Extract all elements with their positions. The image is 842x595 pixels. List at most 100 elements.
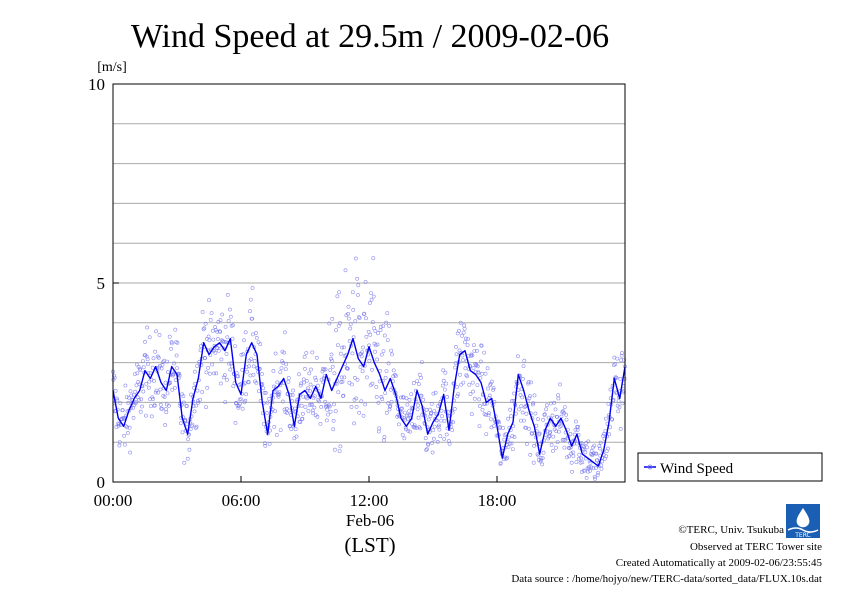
raw-data-point [618,376,623,381]
raw-data-point [280,399,285,404]
raw-data-point [352,421,357,426]
raw-data-point [259,372,264,376]
raw-data-point [243,398,248,403]
raw-data-point [457,372,462,377]
raw-data-point [516,407,521,412]
raw-data-point [361,345,365,350]
raw-data-point [154,329,159,334]
raw-data-point [556,396,561,401]
raw-data-point [508,407,513,412]
raw-data-point [412,423,417,428]
raw-data-point [599,466,604,471]
raw-data-point [359,399,364,404]
raw-data-point [472,343,476,348]
raw-data-point [281,360,286,365]
raw-data-point [539,456,544,460]
raw-data-point [222,373,227,378]
raw-data-point [554,429,559,434]
raw-data-point [210,328,215,333]
raw-data-point [562,445,567,450]
raw-data-point [419,393,424,398]
raw-data-point [363,280,368,284]
raw-data-point [442,437,447,441]
raw-data-point [220,339,225,344]
raw-data-point [426,417,431,422]
raw-data-point [594,451,599,456]
raw-data-point [568,445,573,450]
raw-data-point [234,400,239,405]
raw-data-point [140,359,145,364]
raw-data-point [300,411,305,416]
raw-data-point [466,337,470,342]
raw-data-point [377,426,382,431]
raw-data-point [469,352,474,357]
raw-data-point [262,390,267,395]
raw-data-point [192,409,197,414]
raw-data-point [399,395,403,400]
raw-data-point [402,410,407,415]
raw-data-point [169,346,173,351]
raw-data-point [528,452,533,457]
y-axis-unit-label: [m/s] [97,60,127,75]
raw-data-point [370,367,374,372]
raw-data-point [430,440,435,445]
raw-data-point [431,436,436,441]
raw-data-point [182,460,187,465]
raw-data-point [123,383,128,388]
raw-data-point [475,383,480,388]
raw-data-point [287,408,292,413]
raw-data-point [570,469,575,474]
raw-data-point [564,417,569,422]
raw-data-point [559,423,563,428]
raw-data-point [462,323,467,328]
raw-data-point [613,362,618,367]
raw-data-point [204,405,208,410]
raw-data-point [348,326,353,331]
raw-data-point [217,329,222,334]
raw-data-point [223,400,228,405]
raw-data-point [308,382,313,387]
raw-data-point [442,387,447,392]
raw-data-point [588,460,593,465]
raw-data-point [282,330,287,335]
raw-data-point [419,360,424,365]
raw-data-point [576,424,581,429]
logo-text: TERC [794,532,811,539]
raw-data-point [374,384,379,389]
raw-data-point [480,371,485,376]
raw-data-point [165,391,170,396]
raw-data-point [476,370,481,375]
raw-data-point [479,343,484,348]
raw-data-point [254,380,259,385]
raw-data-point [386,361,391,366]
raw-data-point [584,475,589,480]
raw-data-point [194,403,199,408]
raw-data-point [561,409,566,414]
raw-data-point [486,386,490,391]
raw-data-point [338,321,342,325]
raw-data-point [304,378,309,383]
raw-data-point [608,425,613,430]
raw-data-point [370,320,375,325]
raw-data-point [331,418,336,423]
raw-data-point [249,357,254,362]
raw-data-point [463,340,467,345]
raw-data-point [236,403,241,408]
raw-data-point [592,443,597,448]
raw-data-point [492,424,496,429]
raw-data-point [207,371,212,376]
raw-data-point [307,403,312,407]
raw-data-point [366,329,371,334]
raw-data-point [615,356,620,361]
raw-data-point [369,297,374,302]
raw-data-point [304,351,309,355]
raw-data-point [457,328,461,333]
raw-data-point [131,415,136,420]
raw-data-point [369,291,374,296]
raw-data-point [192,369,197,374]
raw-data-point [588,468,592,473]
raw-data-point [593,476,598,481]
raw-data-point [228,367,233,372]
raw-data-point [438,434,443,439]
raw-data-point [548,429,553,434]
